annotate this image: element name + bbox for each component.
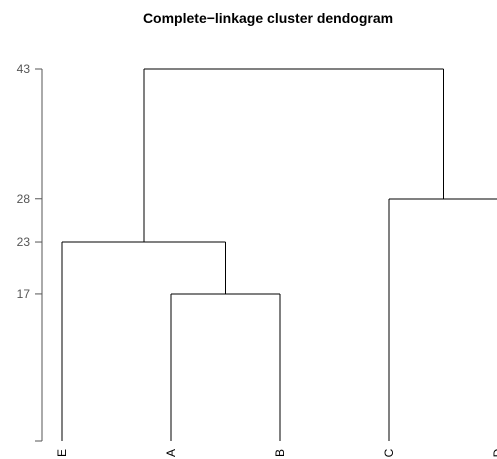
leaf-label-d: D bbox=[491, 448, 497, 457]
leaf-label-e: E bbox=[55, 449, 69, 457]
leaf-label-a: A bbox=[164, 449, 178, 457]
leaf-label-b: B bbox=[273, 449, 287, 457]
y-axis-ticks: 17 23 28 43 bbox=[17, 62, 42, 442]
leaf-labels: EABCD bbox=[55, 448, 497, 457]
y-tick-label-1: 17 bbox=[17, 287, 31, 301]
y-tick-label-4: 43 bbox=[17, 62, 31, 76]
y-tick-label-3: 28 bbox=[17, 192, 31, 206]
y-tick-label-2: 23 bbox=[17, 235, 31, 249]
dendrogram-branches bbox=[61, 68, 497, 441]
leaf-label-c: C bbox=[382, 448, 396, 457]
chart-title: Complete−linkage cluster dendogram bbox=[143, 10, 393, 26]
